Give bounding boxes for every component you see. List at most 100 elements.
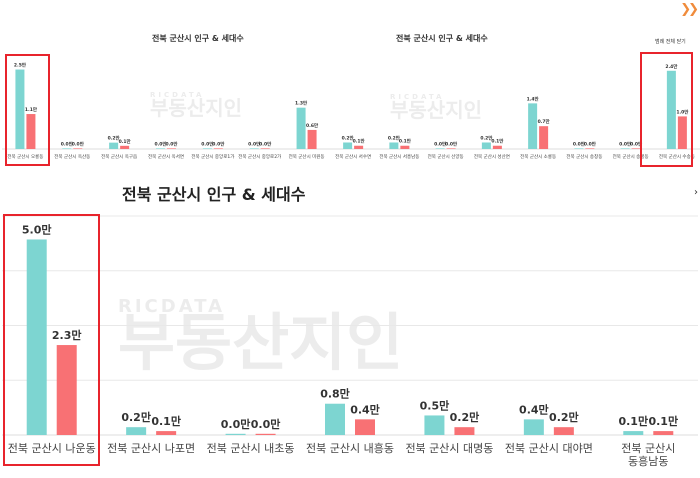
population-bar [424, 415, 445, 435]
population-value-label: 0.2만 [121, 410, 151, 424]
household-bar [120, 145, 130, 149]
population-value-label: 0.0만 [221, 417, 251, 431]
category-label: 전북 군산시 옥구읍 [101, 153, 137, 160]
population-bar [15, 69, 25, 149]
household-value-label: 0.0만 [445, 140, 458, 147]
population-bar [574, 148, 584, 149]
household-bar [260, 148, 270, 149]
household-value-label: 2.3만 [52, 328, 82, 342]
household-value-label: 0.0만 [72, 140, 85, 147]
household-bar [167, 148, 176, 149]
category-label: 전북 군산시 내흥동 [306, 441, 394, 455]
watermark-subtext: RICDATA [118, 296, 225, 317]
population-bar [296, 107, 306, 149]
household-bar [26, 114, 36, 149]
population-value-label: 0.0만 [201, 140, 214, 147]
household-bar [446, 148, 456, 149]
category-label: 전북 군산시 서흥남동 [379, 153, 419, 160]
household-value-label: 0.1만 [491, 138, 504, 145]
category-label: 전북 군산시 중앙로1가 [191, 153, 234, 160]
category-label: 전북 군산시 중앙로2가 [238, 153, 281, 160]
category-label: 동흥남동 [628, 454, 668, 468]
household-value-label: 0.0만 [251, 417, 281, 431]
population-bar [666, 70, 676, 149]
household-value-label: 1.0만 [676, 108, 689, 115]
household-bar [653, 431, 674, 435]
category-label: 전북 군산시 서수면 [335, 153, 371, 160]
household-value-label: 0.1만 [151, 414, 181, 428]
population-value-label: 0.0만 [154, 140, 167, 147]
population-value-label: 0.8만 [320, 387, 350, 401]
population-value-label: 1.4만 [527, 95, 540, 102]
population-bar [202, 148, 212, 149]
population-value-label: 0.0만 [248, 140, 261, 147]
household-bar [492, 145, 502, 149]
household-bar [553, 427, 574, 435]
category-label: 전북 군산시 오룡동 [7, 153, 43, 160]
double-chevron-icon: ❯❯ [680, 2, 699, 17]
population-bar [343, 142, 353, 149]
population-bar [26, 239, 47, 435]
watermark-text: 부동산지인 [390, 98, 482, 122]
household-bar [213, 148, 223, 149]
population-bar [62, 148, 72, 149]
top-left-highlight-box [5, 54, 50, 166]
household-value-label: 0.4만 [350, 402, 380, 416]
household-value-label: 0.0만 [259, 140, 272, 147]
watermark-subtext: RICDATA [390, 93, 444, 101]
watermark-text: 부동산지인 [150, 96, 242, 120]
category-label: 전북 군산시 대명동 [405, 442, 493, 455]
household-bar [156, 431, 177, 435]
category-label: 전북 군산시 옥산동 [54, 153, 90, 160]
top-left-chart-title: 전북 군산시 인구 & 세대수 [152, 34, 244, 43]
household-value-label: 0.1만 [119, 138, 132, 145]
main-chart-title: 전북 군산시 인구 & 세대수 [122, 185, 306, 204]
population-bar [623, 431, 644, 435]
population-value-label: 0.0만 [619, 140, 632, 147]
chevron-right-icon[interactable]: › [694, 187, 698, 198]
household-bar [354, 145, 364, 149]
household-value-label: 0.2만 [450, 410, 480, 424]
population-bar [528, 103, 538, 149]
population-bar [481, 142, 491, 149]
household-bar [539, 126, 549, 149]
category-label: 전북 군산시 옥서면 [148, 153, 184, 160]
population-value-label: 2.4만 [665, 63, 678, 70]
category-label: 전북 군산시 나포면 [107, 442, 195, 455]
household-bar [56, 345, 77, 435]
household-value-label: 0.0만 [584, 140, 597, 147]
category-label: 전북 군산시 내초동 [207, 442, 295, 455]
population-bar [620, 148, 630, 149]
population-bar [126, 427, 147, 435]
main-highlight-box [3, 214, 100, 466]
watermark-text: 부동산지인 [118, 306, 403, 379]
household-value-label: 0.6만 [306, 122, 319, 129]
household-bar [255, 433, 276, 435]
household-value-label: 0.0만 [630, 140, 643, 147]
household-value-label: 0.1만 [648, 414, 678, 428]
legend-close-all-button[interactable]: 범례 전체 닫기 [655, 38, 686, 45]
population-bar [325, 403, 345, 435]
population-value-label: 0.4만 [519, 402, 549, 416]
household-bar [631, 148, 641, 149]
watermark-subtext: RICDATA [150, 91, 204, 99]
category-label: 전북 군산시 대야면 [505, 442, 593, 455]
population-value-label: 0.2만 [388, 134, 401, 141]
household-value-label: 0.0만 [165, 140, 178, 147]
population-bar [435, 148, 445, 149]
population-value-label: 0.2만 [480, 134, 493, 141]
category-label: 전북 군산시 선양동 [428, 153, 464, 160]
household-bar [307, 129, 317, 149]
population-bar [225, 433, 246, 435]
population-bar [249, 148, 259, 149]
population-bar [523, 419, 544, 435]
category-label: 전북 군산시 송풍동 [613, 153, 649, 160]
household-value-label: 0.1만 [353, 138, 366, 145]
population-value-label: 0.0만 [434, 140, 447, 147]
category-label: 전북 군산시 수송동 [659, 153, 695, 160]
household-value-label: 0.7만 [538, 118, 551, 125]
household-value-label: 0.2만 [549, 410, 579, 424]
population-bar [109, 142, 119, 149]
